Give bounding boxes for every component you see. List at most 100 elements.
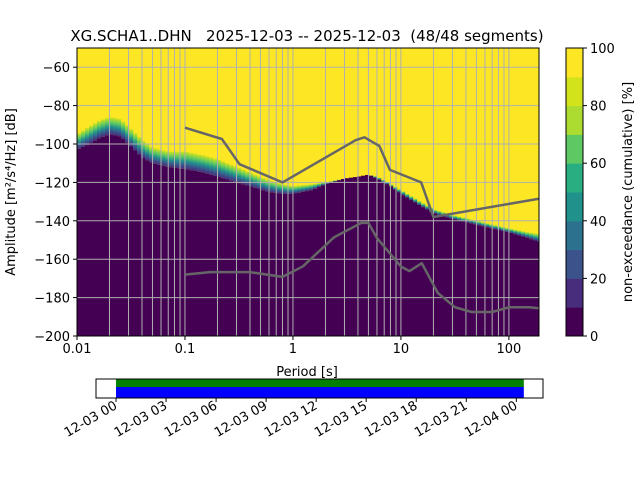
density-transition-cell <box>209 157 214 175</box>
density-transition-cell <box>133 133 138 151</box>
coverage-data-bar <box>116 387 524 398</box>
density-transition-cell <box>137 137 142 155</box>
density-transition-cell <box>81 130 86 147</box>
coverage-frame <box>95 378 544 399</box>
density-transition-cell <box>301 185 306 192</box>
x-tick-label: 10 <box>393 342 410 357</box>
density-low-cell <box>273 192 278 336</box>
colorbar-segment <box>566 105 583 135</box>
density-low-cell <box>85 145 90 336</box>
density-low-cell <box>453 219 458 336</box>
y-tick-label: −80 <box>43 100 70 115</box>
density-transition-cell <box>517 230 522 236</box>
density-low-cell <box>473 224 478 336</box>
coverage-tick-label: 12-03 21 <box>412 398 470 440</box>
y-tick-label: −200 <box>34 330 70 345</box>
density-transition-cell <box>141 140 146 158</box>
density-low-cell <box>177 168 182 336</box>
density-low-cell <box>505 231 510 336</box>
density-low-cell <box>313 188 318 336</box>
density-transition-cell <box>281 184 286 194</box>
density-low-cell <box>289 193 294 336</box>
density-transition-cell <box>473 220 478 225</box>
density-low-cell <box>449 218 454 336</box>
density-transition-cell <box>285 185 290 194</box>
density-transition-cell <box>529 232 534 240</box>
density-low-cell <box>357 176 362 336</box>
density-low-cell <box>105 135 110 336</box>
density-transition-cell <box>77 133 82 149</box>
colorbar-tick-label: 100 <box>590 42 615 57</box>
density-low-cell <box>341 179 346 336</box>
density-low-cell <box>517 235 522 336</box>
density-transition-cell <box>321 182 326 186</box>
colorbar-segment <box>566 48 583 78</box>
density-transition-cell <box>513 229 518 235</box>
density-low-cell <box>353 177 358 336</box>
density-low-cell <box>149 162 154 336</box>
density-transition-cell <box>249 173 254 187</box>
density-low-cell <box>113 135 118 336</box>
y-tick-label: −140 <box>34 215 70 230</box>
density-low-cell <box>437 214 442 336</box>
density-transition-cell <box>177 151 182 169</box>
density-transition-cell <box>109 117 114 135</box>
density-low-cell <box>209 174 214 336</box>
density-low-cell <box>241 184 246 336</box>
coverage-tick-label: 12-03 15 <box>312 398 370 440</box>
density-transition-cell <box>157 149 162 165</box>
density-low-cell <box>93 140 98 336</box>
density-low-cell <box>413 202 418 336</box>
density-low-cell <box>481 226 486 336</box>
density-low-cell <box>525 237 530 336</box>
density-transition-cell <box>173 151 178 168</box>
density-transition-cell <box>381 179 386 182</box>
density-low-cell <box>197 171 202 336</box>
density-low-cell <box>89 142 94 336</box>
density-low-cell <box>189 170 194 336</box>
colorbar-segment <box>566 249 583 279</box>
y-tick-label: −60 <box>43 61 70 76</box>
density-low-cell <box>537 241 539 336</box>
density-low-cell <box>409 200 414 336</box>
density-transition-cell <box>373 176 378 178</box>
density-low-cell <box>457 220 462 336</box>
density-transition-cell <box>89 125 94 143</box>
density-low-cell <box>349 177 354 336</box>
colorbar-segment <box>566 134 583 164</box>
density-transition-cell <box>153 148 158 164</box>
density-low-cell <box>501 230 506 336</box>
nhnm-noise-model-line <box>184 126 539 219</box>
density-low-cell <box>201 172 206 336</box>
density-low-cell <box>161 165 166 336</box>
density-transition-cell <box>201 155 206 173</box>
colorbar-tick-label: 80 <box>590 100 607 115</box>
density-low-cell <box>321 185 326 336</box>
density-low-cell <box>249 186 254 336</box>
density-low-cell <box>429 211 434 336</box>
density-low-cell <box>157 164 162 336</box>
density-transition-cell <box>533 233 538 241</box>
coverage-processed-bar <box>116 379 524 387</box>
density-transition-cell <box>401 191 406 196</box>
density-transition-cell <box>377 177 382 180</box>
density-low-cell <box>225 179 230 336</box>
density-transition-cell <box>425 205 430 210</box>
density-transition-cell <box>469 219 474 224</box>
density-low-cell <box>441 216 446 336</box>
colorbar-segment <box>566 76 583 107</box>
density-transition-cell <box>497 226 502 231</box>
density-transition-cell <box>437 210 442 215</box>
density-transition-cell <box>393 186 398 190</box>
density-transition-cell <box>477 221 482 226</box>
density-low-cell <box>285 193 290 336</box>
colorbar-segment <box>566 192 583 222</box>
colorbar-segment <box>566 220 583 251</box>
colorbar: 0 20 40 60 80 100 <box>565 42 615 345</box>
colorbar-tick-label: 60 <box>590 157 607 172</box>
density-low-cell <box>345 178 350 336</box>
density-low-cell <box>101 136 106 336</box>
density-transition-cell <box>213 158 218 176</box>
density-low-cell <box>265 191 270 336</box>
density-low-cell <box>493 229 498 336</box>
